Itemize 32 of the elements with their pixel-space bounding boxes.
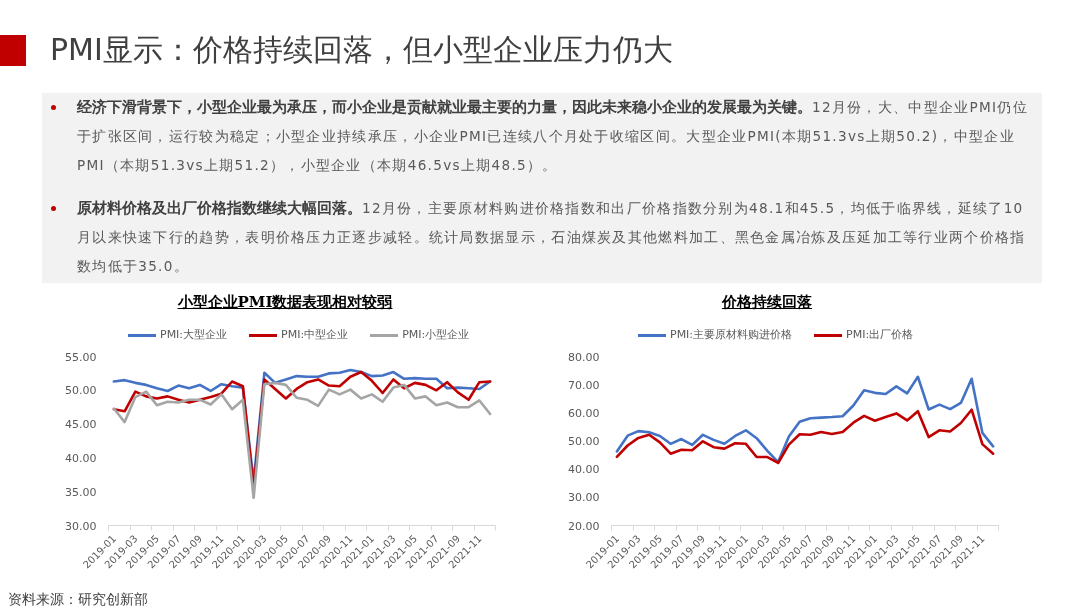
y-tick-label: 60.00 xyxy=(568,406,600,420)
y-tick-label: 50.00 xyxy=(568,435,600,448)
legend-item: PMI:中型企业 xyxy=(249,327,349,343)
y-tick-label: 30.00 xyxy=(568,491,600,505)
legend-label: PMI:中型企业 xyxy=(281,327,349,343)
legend-label: PMI:出厂价格 xyxy=(846,327,914,343)
legend-item: PMI:小型企业 xyxy=(370,327,470,343)
y-tick-label: 40.00 xyxy=(65,451,97,465)
text: 原材料价格及出厂价格指数继续大幅回落。 xyxy=(77,199,362,217)
y-tick-label: 50.00 xyxy=(65,384,97,398)
y-tick-label: 40.00 xyxy=(568,463,600,477)
line-series xyxy=(112,381,492,500)
text: 资料来源：研究创新部 xyxy=(8,590,148,608)
legend-label: PMI:主要原材料购进价格 xyxy=(670,327,793,343)
y-tick-label: 55.00 xyxy=(65,350,97,364)
legend-item: PMI:主要原材料购进价格 xyxy=(638,327,793,343)
legend-item: PMI:出厂价格 xyxy=(814,327,914,343)
legend-label: PMI:大型企业 xyxy=(160,327,228,343)
legend-item: PMI:大型企业 xyxy=(128,327,228,343)
y-tick-label: 35.00 xyxy=(65,485,97,499)
line-series xyxy=(615,408,995,465)
y-tick-label: 45.00 xyxy=(65,418,97,432)
legend-label: PMI:小型企业 xyxy=(402,327,470,343)
y-tick-label: 20.00 xyxy=(568,519,600,533)
text: PMI显示：价格持续回落，但小型企业压力仍大 xyxy=(50,31,673,69)
text: 经济下滑背景下，小型企业最为承压，而小企业是贡献就业最主要的力量，因此未来稳小企业的发展最为关键。 xyxy=(77,98,812,116)
line-series xyxy=(615,375,995,464)
y-tick-label: 80.00 xyxy=(568,350,600,364)
chart-title: 价格持续回落 xyxy=(722,293,812,311)
y-tick-label: 30.00 xyxy=(65,519,97,533)
y-tick-label: 70.00 xyxy=(568,378,600,392)
chart-title: 小型企业PMI数据表现相对较弱 xyxy=(177,293,393,311)
